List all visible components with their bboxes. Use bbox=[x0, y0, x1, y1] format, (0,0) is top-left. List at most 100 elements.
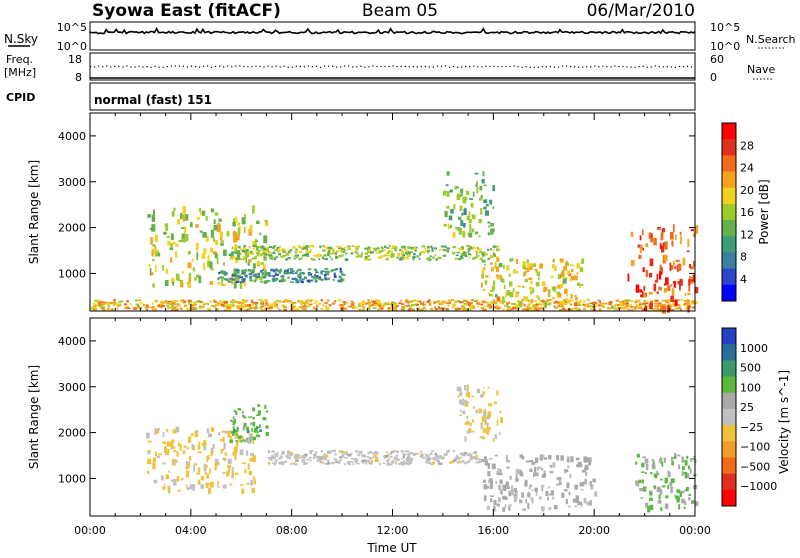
echo-cell bbox=[422, 301, 425, 304]
echo-cell bbox=[438, 302, 443, 305]
echo-cell bbox=[351, 306, 355, 309]
echo-cell bbox=[229, 257, 232, 260]
echo-cell bbox=[389, 452, 393, 455]
echo-cell bbox=[412, 453, 417, 456]
echo-cell bbox=[367, 307, 370, 309]
echo-cell bbox=[187, 282, 191, 288]
echo-cell bbox=[642, 248, 645, 251]
echo-cell bbox=[522, 285, 525, 288]
echo-cell bbox=[202, 232, 207, 238]
echo-cell bbox=[354, 460, 358, 463]
echo-cell bbox=[463, 208, 467, 216]
echo-cell bbox=[577, 501, 581, 506]
echo-cell bbox=[182, 300, 186, 303]
echo-cell bbox=[340, 309, 345, 311]
echo-cell bbox=[270, 457, 273, 460]
echo-cell bbox=[650, 237, 653, 243]
echo-cell bbox=[298, 251, 303, 254]
echo-cell bbox=[248, 245, 251, 249]
nave-dot bbox=[420, 66, 422, 68]
echo-cell bbox=[182, 214, 186, 222]
echo-cell bbox=[301, 278, 305, 281]
echo-cell bbox=[361, 303, 365, 306]
echo-cell bbox=[251, 303, 255, 306]
echo-cell bbox=[356, 248, 359, 251]
echo-cell bbox=[526, 264, 530, 269]
echo-cell bbox=[384, 245, 387, 248]
echo-cell bbox=[248, 433, 252, 436]
echo-cell bbox=[365, 462, 368, 465]
echo-cell bbox=[320, 271, 323, 274]
echo-cell bbox=[264, 269, 267, 278]
echo-cell bbox=[245, 300, 248, 303]
nave-dot bbox=[618, 66, 620, 68]
echo-cell bbox=[180, 300, 183, 303]
echo-cell bbox=[316, 305, 319, 308]
echo-cell bbox=[563, 308, 568, 311]
echo-cell bbox=[279, 279, 283, 282]
echo-cell bbox=[339, 270, 343, 273]
colorbar-frame bbox=[721, 122, 737, 302]
nave-dot bbox=[372, 65, 374, 67]
echo-cell bbox=[508, 301, 510, 304]
echo-cell bbox=[227, 308, 231, 311]
echo-cell bbox=[473, 256, 476, 259]
echo-cell bbox=[229, 277, 232, 280]
echo-cell bbox=[252, 407, 256, 412]
echo-cell bbox=[470, 308, 472, 311]
echo-cell bbox=[608, 301, 613, 304]
echo-cell bbox=[449, 189, 453, 193]
echo-cell bbox=[556, 455, 560, 461]
echo-cell bbox=[273, 269, 278, 272]
echo-cell bbox=[152, 457, 156, 463]
echo-cell bbox=[207, 303, 210, 305]
echo-cell bbox=[272, 245, 274, 248]
echo-cell bbox=[223, 271, 226, 274]
echo-cell bbox=[559, 300, 562, 303]
echo-cell bbox=[241, 439, 246, 442]
echo-cell bbox=[233, 235, 237, 243]
echo-cell bbox=[173, 308, 177, 310]
echo-cell bbox=[334, 252, 337, 255]
echo-cell bbox=[665, 299, 669, 302]
echo-cell bbox=[266, 280, 271, 282]
echo-cell bbox=[506, 305, 511, 309]
echo-cell bbox=[464, 385, 467, 391]
echo-cell bbox=[383, 249, 386, 252]
echo-cell bbox=[256, 434, 259, 438]
echo-cell bbox=[310, 257, 313, 260]
nave-dot bbox=[291, 66, 293, 68]
echo-cell bbox=[483, 288, 486, 291]
echo-cell bbox=[191, 444, 194, 449]
echo-cell bbox=[672, 261, 675, 266]
echo-cell bbox=[340, 279, 343, 283]
echo-cell bbox=[286, 455, 290, 458]
echo-cell bbox=[217, 282, 221, 285]
echo-cell bbox=[186, 470, 190, 478]
echo-cell bbox=[427, 250, 430, 252]
freq-unit: [MHz] bbox=[4, 66, 36, 79]
echo-cell bbox=[523, 272, 526, 277]
echo-cell bbox=[641, 291, 644, 298]
echo-cell bbox=[173, 479, 177, 486]
colorbar-swatch bbox=[722, 408, 736, 426]
echo-cell bbox=[90, 307, 93, 310]
echo-cell bbox=[602, 306, 605, 308]
echo-cell bbox=[503, 304, 508, 307]
date-label: 06/Mar/2010 bbox=[587, 1, 695, 21]
echo-cell bbox=[351, 303, 355, 306]
echo-cell bbox=[580, 284, 584, 286]
nave-dot bbox=[215, 65, 217, 67]
echo-cell bbox=[243, 245, 246, 248]
echo-cell bbox=[585, 472, 588, 477]
echo-cell bbox=[212, 251, 217, 255]
nave-dot bbox=[388, 66, 390, 68]
echo-cell bbox=[299, 278, 302, 281]
echo-cell bbox=[272, 278, 275, 280]
echo-cell bbox=[480, 303, 483, 306]
echo-cell bbox=[199, 230, 203, 233]
echo-cell bbox=[158, 306, 161, 308]
echo-cell bbox=[123, 303, 128, 306]
echo-cell bbox=[565, 294, 569, 297]
echo-cell bbox=[293, 308, 296, 311]
